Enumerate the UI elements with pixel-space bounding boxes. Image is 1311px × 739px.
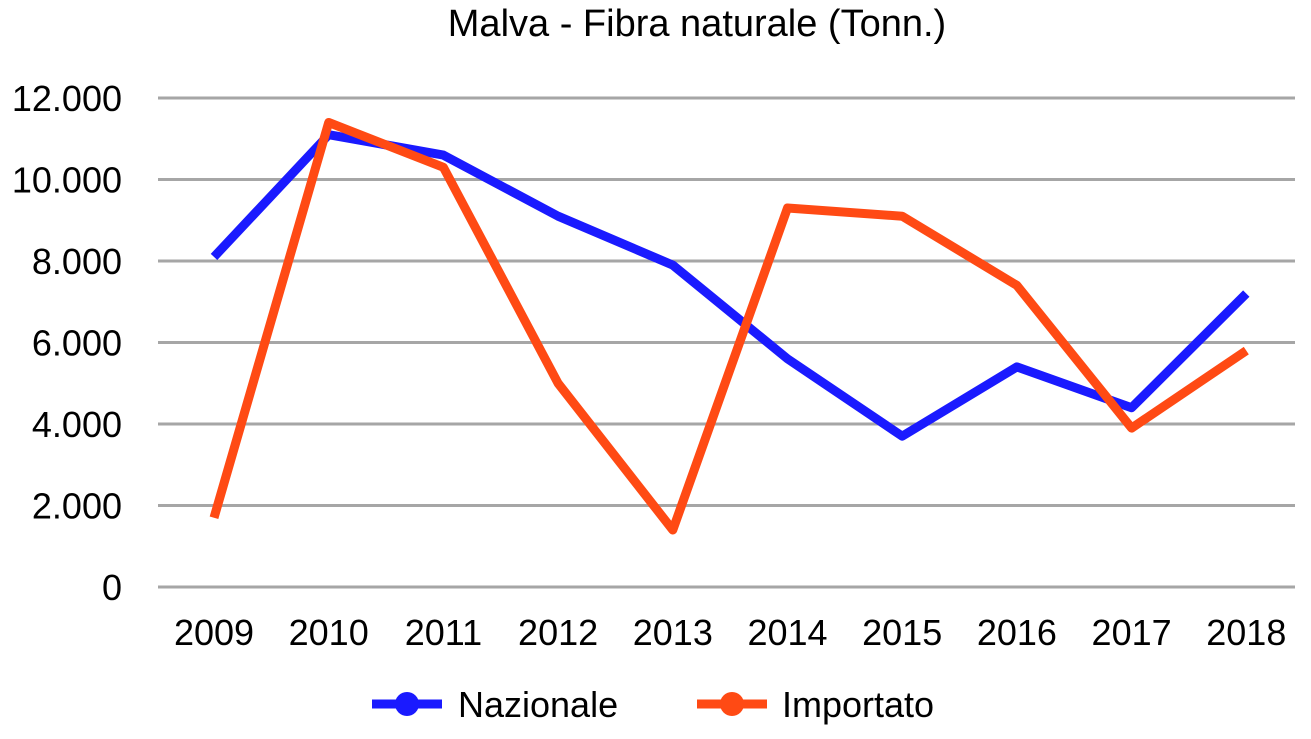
x-tick-label: 2013 xyxy=(633,612,713,653)
x-tick-label: 2010 xyxy=(289,612,369,653)
y-tick-label: 10.000 xyxy=(12,160,122,201)
y-tick-label: 6.000 xyxy=(32,323,122,364)
legend: Nazionale Importato xyxy=(372,684,934,725)
series-importato xyxy=(214,122,1247,530)
legend-item: Importato xyxy=(697,684,934,725)
series-line xyxy=(214,123,1246,531)
x-tick-label: 2014 xyxy=(747,612,827,653)
y-tick-label: 12.000 xyxy=(12,78,122,119)
gridlines xyxy=(158,98,1295,587)
x-tick-label: 2016 xyxy=(977,612,1057,653)
x-tick-label: 2015 xyxy=(862,612,942,653)
chart-title: Malva - Fibra naturale (Tonn.) xyxy=(448,3,946,45)
legend-label: Nazionale xyxy=(458,684,618,725)
legend-marker-icon xyxy=(395,692,419,716)
y-tick-label: 8.000 xyxy=(32,241,122,282)
x-axis-tick-labels: 2009 2010 2011 2012 2013 2014 2015 2016 2017 2018 xyxy=(174,612,1286,653)
x-tick-label: 2017 xyxy=(1092,612,1172,653)
y-tick-label: 2.000 xyxy=(32,486,122,527)
legend-marker-icon xyxy=(720,692,744,716)
legend-item: Nazionale xyxy=(372,684,618,725)
legend-label: Importato xyxy=(782,684,934,725)
x-tick-label: 2012 xyxy=(518,612,598,653)
x-tick-label: 2018 xyxy=(1206,612,1286,653)
y-tick-label: 0 xyxy=(102,567,122,608)
y-axis-tick-labels: 0 2.000 4.000 6.000 8.000 10.000 12.000 xyxy=(12,78,122,608)
x-tick-label: 2011 xyxy=(405,612,482,653)
x-tick-label: 2009 xyxy=(174,612,254,653)
y-tick-label: 4.000 xyxy=(32,404,122,445)
series-lines xyxy=(214,122,1247,530)
